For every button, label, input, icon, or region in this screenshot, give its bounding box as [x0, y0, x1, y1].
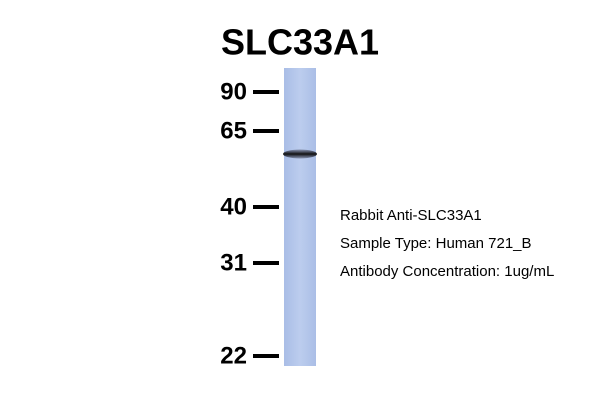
info-line: Rabbit Anti-SLC33A1 [340, 207, 482, 224]
marker-label: 65 [220, 117, 247, 144]
marker-label: 40 [220, 193, 247, 220]
title: SLC33A1 [221, 22, 379, 63]
marker-label: 31 [220, 249, 247, 276]
band [283, 149, 317, 159]
marker-ladder: 90 65 40 31 22 [220, 78, 279, 369]
marker-label: 22 [220, 342, 247, 369]
info-line: Sample Type: Human 721_B [340, 235, 532, 252]
marker-label: 90 [220, 78, 247, 105]
lane [284, 68, 316, 366]
info-line: Antibody Concentration: 1ug/mL [340, 263, 554, 280]
